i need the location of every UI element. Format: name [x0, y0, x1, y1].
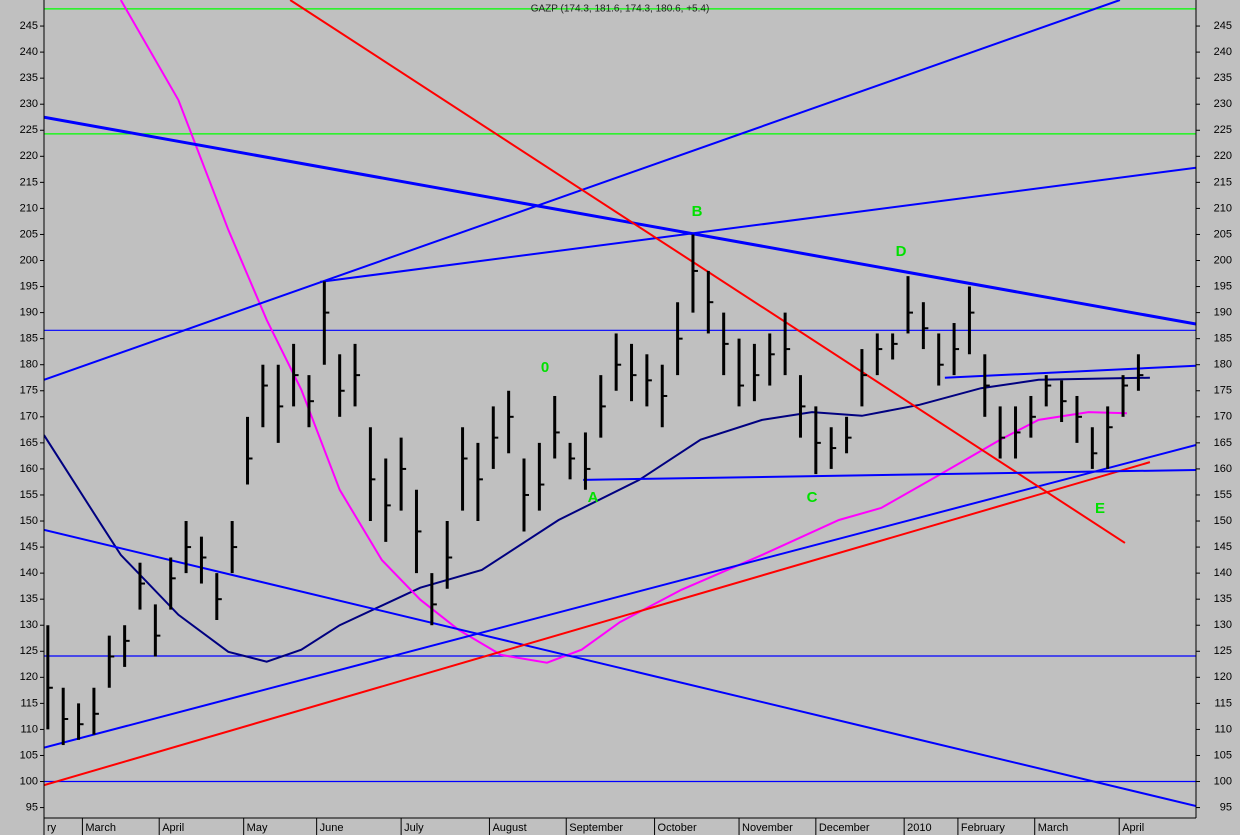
trendline	[319, 166, 1196, 283]
trendline	[44, 461, 1151, 787]
y-tick-label: 140	[1214, 567, 1232, 579]
y-tick-label: 160	[1214, 463, 1232, 475]
y-tick-label: 165	[1214, 437, 1232, 449]
x-tick-label: July	[404, 822, 424, 834]
wave-label: 0	[541, 359, 549, 376]
y-tick-label: 220	[1214, 150, 1232, 162]
wave-label: E	[1095, 500, 1105, 517]
y-tick-label: 180	[20, 359, 38, 371]
y-tick-label: 205	[1214, 228, 1232, 240]
y-tick-label: 120	[1214, 671, 1232, 683]
y-tick-label: 210	[1214, 202, 1232, 214]
trendline	[44, 528, 1196, 807]
y-tick-label: 240	[20, 46, 38, 58]
moving-average	[44, 376, 1150, 663]
wave-label: B	[692, 203, 703, 220]
y-tick-label: 245	[20, 20, 38, 32]
y-tick-label: 225	[1214, 124, 1232, 136]
wave-label: D	[896, 243, 907, 260]
y-tick-label: 105	[20, 749, 38, 761]
y-tick-label: 100	[20, 775, 38, 787]
y-tick-label: 210	[20, 202, 38, 214]
y-tick-label: 235	[20, 72, 38, 84]
y-tick-label: 160	[20, 463, 38, 475]
x-tick-label: ry	[47, 822, 57, 834]
y-tick-label: 230	[1214, 98, 1232, 110]
y-tick-label: 200	[20, 254, 38, 266]
y-tick-label: 220	[20, 150, 38, 162]
trendline	[583, 468, 1196, 481]
y-tick-label: 125	[1214, 645, 1232, 657]
y-tick-label: 175	[20, 385, 38, 397]
x-tick-label: April	[1122, 822, 1144, 834]
y-tick-label: 155	[20, 489, 38, 501]
y-tick-label: 135	[1214, 593, 1232, 605]
x-tick-label: 2010	[907, 822, 931, 834]
y-tick-label: 145	[20, 541, 38, 553]
x-tick-label: June	[320, 822, 344, 834]
y-tick-label: 190	[1214, 307, 1232, 319]
y-tick-label: 135	[20, 593, 38, 605]
chart-title: GAZP (174.3, 181.6, 174.3, 180.6, +5.4)	[531, 4, 710, 15]
trendline	[44, 115, 1196, 326]
wave-label: A	[588, 489, 599, 506]
x-tick-label: August	[492, 822, 526, 834]
y-tick-label: 195	[1214, 280, 1232, 292]
x-tick-label: April	[162, 822, 184, 834]
y-tick-label: 170	[1214, 411, 1232, 423]
x-tick-label: March	[1038, 822, 1069, 834]
y-tick-label: 130	[1214, 619, 1232, 631]
y-tick-label: 240	[1214, 46, 1232, 58]
y-tick-label: 145	[1214, 541, 1232, 553]
y-tick-label: 235	[1214, 72, 1232, 84]
y-tick-label: 190	[20, 307, 38, 319]
x-tick-label: March	[85, 822, 116, 834]
y-tick-label: 130	[20, 619, 38, 631]
y-tick-label: 95	[1220, 801, 1232, 813]
y-tick-label: 185	[1214, 333, 1232, 345]
y-tick-label: 200	[1214, 254, 1232, 266]
trendline	[944, 364, 1196, 379]
y-tick-label: 100	[1214, 775, 1232, 787]
y-tick-label: 110	[1214, 723, 1232, 735]
y-tick-label: 225	[20, 124, 38, 136]
trendline	[44, 443, 1196, 749]
y-tick-label: 95	[26, 801, 38, 813]
y-tick-label: 115	[20, 697, 38, 709]
y-tick-label: 245	[1214, 20, 1232, 32]
y-tick-label: 115	[1214, 697, 1232, 709]
y-tick-label: 165	[20, 437, 38, 449]
y-tick-label: 185	[20, 333, 38, 345]
y-tick-label: 155	[1214, 489, 1232, 501]
x-tick-label: November	[742, 822, 793, 834]
y-tick-label: 230	[20, 98, 38, 110]
y-tick-label: 110	[20, 723, 38, 735]
y-tick-label: 150	[1214, 515, 1232, 527]
plot-area	[44, 0, 1196, 807]
y-tick-label: 215	[1214, 176, 1232, 188]
y-tick-label: 105	[1214, 749, 1232, 761]
y-tick-label: 170	[20, 411, 38, 423]
x-tick-label: December	[819, 822, 870, 834]
y-tick-label: 205	[20, 228, 38, 240]
x-tick-label: September	[569, 822, 623, 834]
x-tick-label: May	[247, 822, 268, 834]
y-tick-label: 195	[20, 280, 38, 292]
x-tick-label: October	[658, 822, 697, 834]
y-tick-label: 125	[20, 645, 38, 657]
y-tick-label: 120	[20, 671, 38, 683]
y-tick-label: 215	[20, 176, 38, 188]
x-tick-label: February	[961, 822, 1006, 834]
y-tick-label: 150	[20, 515, 38, 527]
moving-average	[119, 0, 1127, 664]
wave-label: C	[807, 489, 818, 506]
y-tick-label: 175	[1214, 385, 1232, 397]
y-tick-label: 140	[20, 567, 38, 579]
y-tick-label: 180	[1214, 359, 1232, 371]
